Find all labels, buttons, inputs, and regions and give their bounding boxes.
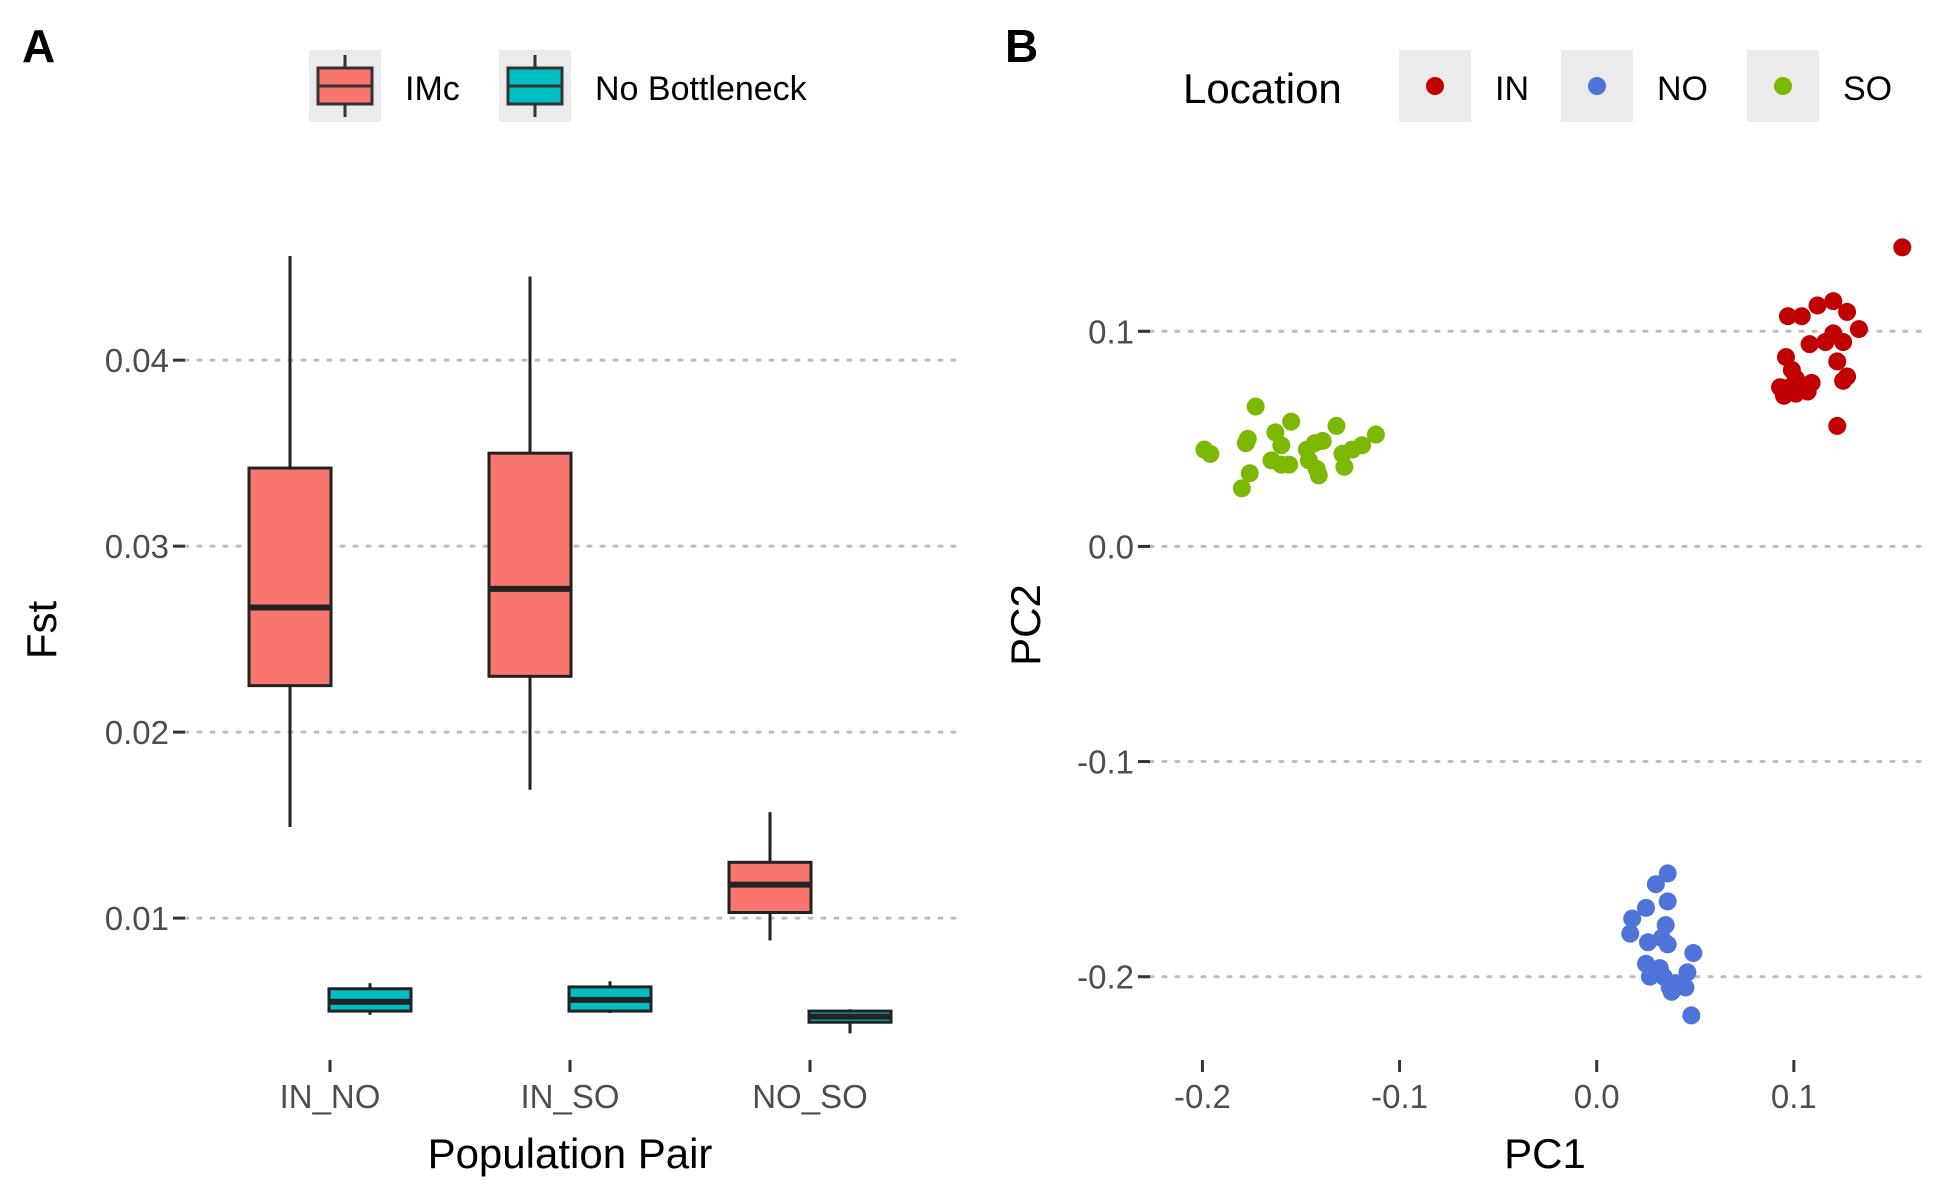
legend-b-label-so: SO xyxy=(1843,70,1892,108)
boxplot-no-bottleneck-no_so xyxy=(807,1009,893,1034)
x-axis-a: IN_NO IN_SO NO_SO xyxy=(280,1060,868,1115)
point-so xyxy=(1366,425,1385,444)
point-so xyxy=(1201,444,1220,463)
y-tick-label-b: -0.2 xyxy=(1077,959,1134,996)
point-no xyxy=(1640,967,1659,986)
series-so xyxy=(1195,397,1385,498)
y-tick-label-a: 0.04 xyxy=(105,342,169,379)
point-in xyxy=(1792,307,1811,326)
point-in xyxy=(1893,238,1912,257)
point-so xyxy=(1246,397,1265,416)
x-tick-label-b: -0.1 xyxy=(1371,1078,1428,1115)
x-tick-label-a: IN_SO xyxy=(520,1078,619,1115)
y-tick-label-b: -0.1 xyxy=(1077,744,1134,781)
boxplot-imc-no_so xyxy=(727,812,813,941)
panel-a: A IMc No Bottleneck 0.010.020.030.04 I xyxy=(18,20,960,1177)
x-tick-label-b: 0.1 xyxy=(1771,1078,1817,1115)
legend-b-label-in: IN xyxy=(1495,70,1529,108)
point-no xyxy=(1638,933,1657,952)
panel-b-letter: B xyxy=(1005,20,1038,72)
grid-b xyxy=(1148,329,1927,979)
point-in xyxy=(1800,335,1819,354)
legend-b: Location IN NO SO xyxy=(1183,50,1892,122)
point-in xyxy=(1828,416,1847,435)
box-body xyxy=(487,451,573,678)
box-body xyxy=(247,466,333,688)
y-axis-b: -0.2 -0.1 0.0 0.1 xyxy=(1077,313,1150,996)
panel-b: B Location IN NO SO -0.2-0.10.00.1 -0.2-… xyxy=(1002,20,1927,1177)
point-so xyxy=(1272,436,1291,455)
point-no xyxy=(1678,963,1697,982)
boxplot-no-bottleneck-in_so xyxy=(567,981,653,1013)
point-in xyxy=(1828,352,1847,371)
point-in xyxy=(1838,302,1857,321)
point-no xyxy=(1621,924,1640,943)
point-no xyxy=(1658,892,1677,911)
point-so xyxy=(1236,434,1255,453)
point-no xyxy=(1646,875,1665,894)
legend-b-label-no: NO xyxy=(1657,70,1708,108)
legend-a: IMc No Bottleneck xyxy=(309,50,808,122)
x-axis-title-a: Population Pair xyxy=(428,1130,713,1177)
series-no xyxy=(1621,864,1703,1025)
x-axis-title-b: PC1 xyxy=(1504,1130,1586,1177)
y-axis-title-a: Fst xyxy=(18,601,65,660)
legend-b-dot-so xyxy=(1774,77,1792,95)
point-in xyxy=(1849,320,1868,339)
x-tick-label-a: NO_SO xyxy=(752,1078,868,1115)
point-so xyxy=(1309,466,1328,485)
point-so xyxy=(1240,464,1259,483)
point-no xyxy=(1684,944,1703,963)
series-in xyxy=(1771,238,1912,435)
point-no xyxy=(1682,1006,1701,1025)
boxplot-no-bottleneck-in_no xyxy=(327,983,413,1015)
point-no xyxy=(1637,898,1655,917)
point-in xyxy=(1816,333,1835,352)
y-axis-a: 0.01 0.02 0.03 0.04 xyxy=(105,342,185,937)
x-tick-label-b: 0.0 xyxy=(1574,1078,1620,1115)
point-so xyxy=(1327,416,1346,435)
boxplot-imc-in_no xyxy=(247,256,333,827)
point-no xyxy=(1662,982,1681,1001)
point-so xyxy=(1232,479,1251,498)
y-tick-label-a: 0.03 xyxy=(105,528,169,565)
point-so xyxy=(1335,457,1354,476)
point-so xyxy=(1313,431,1332,450)
legend-a-label-imc: IMc xyxy=(405,70,460,108)
y-tick-label-b: 0.0 xyxy=(1088,528,1134,565)
x-tick-label-a: IN_NO xyxy=(280,1078,381,1115)
point-in xyxy=(1834,371,1853,390)
y-tick-label-a: 0.01 xyxy=(105,900,169,937)
point-in xyxy=(1834,333,1853,352)
point-in xyxy=(1775,386,1793,405)
legend-b-dot-in xyxy=(1426,77,1444,95)
point-no xyxy=(1676,978,1695,997)
point-so xyxy=(1280,455,1299,474)
legend-b-dot-no xyxy=(1588,77,1606,95)
y-tick-label-b: 0.1 xyxy=(1088,313,1134,350)
legend-a-key-nobottleneck xyxy=(506,55,564,117)
boxplots-a xyxy=(247,256,893,1034)
point-so xyxy=(1282,412,1301,431)
scatter-points-b xyxy=(1195,238,1912,1025)
legend-a-key-imc xyxy=(316,55,374,117)
point-in xyxy=(1808,296,1827,315)
x-axis-b: -0.2 -0.1 0.0 0.1 xyxy=(1174,1060,1817,1115)
point-so xyxy=(1353,436,1372,455)
point-no xyxy=(1658,864,1677,883)
x-tick-label-b: -0.2 xyxy=(1174,1078,1231,1115)
legend-b-title: Location xyxy=(1183,65,1342,112)
legend-a-label-nobottleneck: No Bottleneck xyxy=(595,70,808,108)
boxplot-imc-in_so xyxy=(487,276,573,790)
panel-a-letter: A xyxy=(22,20,55,72)
point-in xyxy=(1824,292,1843,311)
point-no xyxy=(1623,909,1642,928)
point-no xyxy=(1658,935,1677,954)
y-axis-title-b: PC2 xyxy=(1002,584,1049,666)
y-tick-label-a: 0.02 xyxy=(105,714,169,751)
point-in xyxy=(1778,307,1797,326)
